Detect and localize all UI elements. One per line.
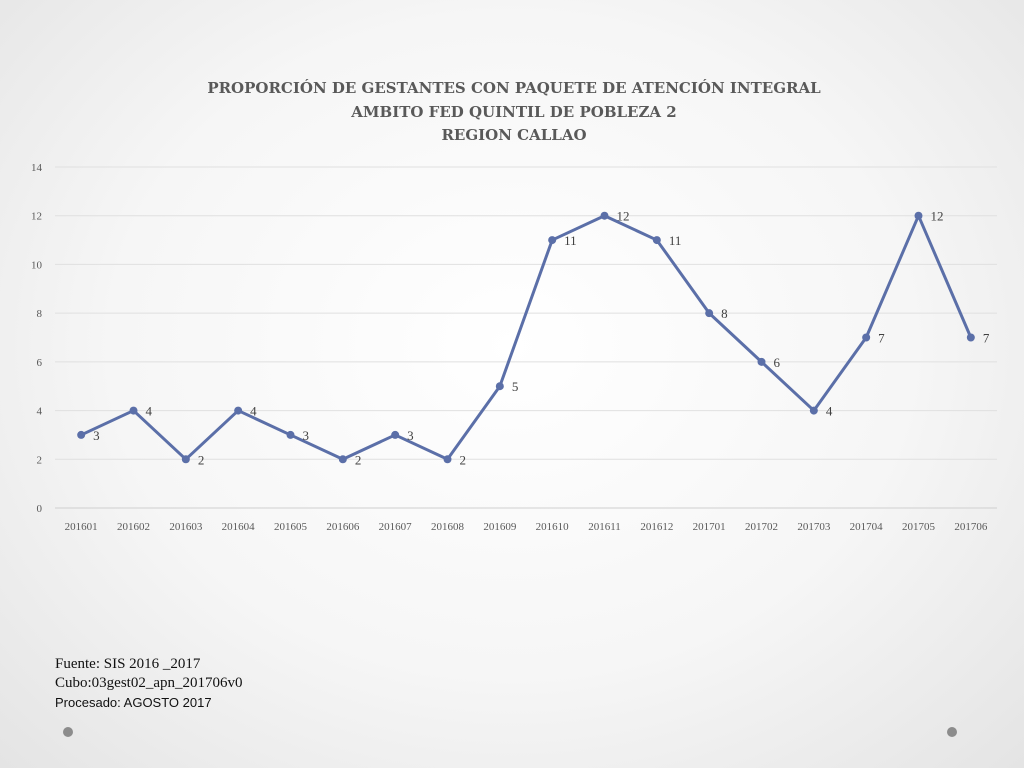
x-tick-label: 201701 [693,521,726,533]
data-label: 7 [983,331,990,346]
data-label: 7 [878,331,885,346]
x-tick-label: 201604 [222,521,256,533]
y-tick-label: 8 [37,308,43,320]
chart-title-line-2: AMBITO FED QUINTIL DE POBLEZA 2 [350,103,676,121]
x-tick-label: 201702 [745,521,778,533]
y-tick-label: 10 [31,259,43,271]
y-tick-label: 0 [37,503,43,515]
chart-title-line-3: REGION CALLAO [441,126,586,144]
x-tick-label: 201703 [797,521,831,533]
data-point [234,406,243,415]
y-tick-label: 6 [37,357,43,369]
chart-title: PROPORCIÓN DE GESTANTES CON PAQUETE DE A… [207,79,821,144]
data-label: 11 [669,233,682,248]
data-point [600,211,609,220]
data-label: 2 [198,452,205,467]
series-line-1 [79,214,973,461]
data-point [338,455,347,464]
y-tick-label: 4 [37,406,43,418]
data-label: 12 [617,209,630,224]
x-tick-label: 201607 [379,521,413,533]
data-point [862,333,871,342]
data-labels: 3 4 2 4 3 2 3 2 5 11 12 11 8 6 4 7 12 7 [93,209,990,468]
y-tick-label: 14 [31,162,43,174]
data-point [809,406,818,415]
x-tick-label: 201608 [431,521,465,533]
decorative-dot-right [947,727,957,737]
data-label: 5 [512,379,519,394]
data-point [286,430,295,439]
source-note: Fuente: SIS 2016 _2017 Cubo:03gest02_apn… [55,655,243,712]
y-tick-label: 2 [37,454,43,466]
data-point [914,211,923,220]
x-tick-label: 201606 [326,521,360,533]
data-point [705,309,714,318]
data-point [391,430,400,439]
data-label: 12 [931,209,944,224]
x-tick-label: 201605 [274,521,308,533]
x-tick-label: 201610 [536,521,570,533]
data-label: 3 [93,428,100,443]
y-tick-label: 12 [31,211,42,223]
data-point [181,455,190,464]
x-tick-label: 201706 [954,521,988,533]
data-label: 2 [355,452,362,467]
data-label: 4 [826,404,833,419]
x-tick-label: 201704 [850,521,884,533]
data-label: 3 [407,428,414,443]
data-point [443,455,452,464]
data-point [966,333,975,342]
cube-text: Cubo:03gest02_apn_201706v0 [55,675,243,691]
data-point [77,430,86,439]
data-point [129,406,138,415]
data-label: 2 [460,452,467,467]
x-axis: 201601 201602 201603 201604 201605 201606 2016… [65,521,988,533]
x-tick-label: 201602 [117,521,150,533]
data-label: 8 [721,306,728,321]
decorative-dot-left [63,727,73,737]
data-label: 11 [564,233,577,248]
series-line [79,214,973,461]
source-text: Fuente: SIS 2016 _2017 [55,656,201,672]
data-point [757,357,766,366]
data-point [652,236,661,245]
chart-gridlines [55,166,997,509]
data-label: 4 [250,404,257,419]
x-tick-label: 201705 [902,521,936,533]
data-label: 4 [146,404,153,419]
x-tick-label: 201601 [65,521,98,533]
chart-title-line-1: PROPORCIÓN DE GESTANTES CON PAQUETE DE A… [207,79,821,97]
data-points [77,211,975,464]
x-tick-label: 201609 [483,521,517,533]
data-label: 6 [774,355,781,370]
x-tick-label: 201612 [640,521,673,533]
y-axis: 0 2 4 6 8 10 12 14 [31,162,43,515]
data-label: 3 [303,428,310,443]
data-point [548,236,557,245]
processed-text: Procesado: AGOSTO 2017 [55,695,212,710]
x-tick-label: 201603 [169,521,203,533]
data-point [495,382,504,391]
x-tick-label: 201611 [588,521,621,533]
